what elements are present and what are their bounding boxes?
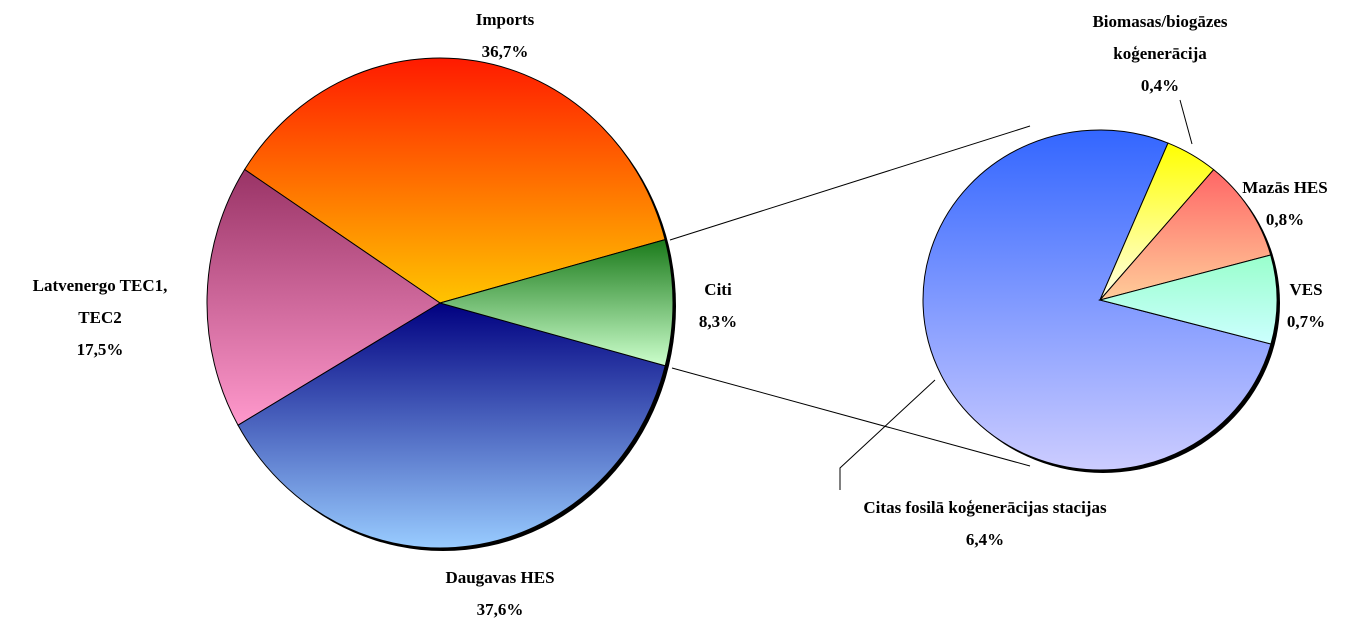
value-label: 6,4% [965,530,1005,549]
value-label: 17,5% [76,340,124,359]
connector-line [669,125,1031,241]
value-label: 8,3% [698,312,738,331]
slice-label: Daugavas HES 37,6% [400,562,600,626]
connector-line [671,367,1031,467]
pie-slice [1098,254,1278,345]
slice-label: VES 0,7% [1271,274,1341,338]
category-label: Biomasas/biogāzes koģenerācija [1092,12,1228,63]
category-label: Citas fosilā koģenerācijas stacijas [863,498,1107,517]
slice-label: Imports 36,7% [435,4,575,68]
leader-line [1179,99,1193,145]
category-label: Citi [704,280,732,299]
pie-slice [206,168,441,426]
slice-label: Mazās HES 0,8% [1225,172,1345,236]
category-label: Imports [475,10,535,29]
slice-label: Latvenergo TEC1, TEC2 17,5% [13,270,188,366]
value-label: 0,4% [1140,76,1180,95]
pie-slice [922,129,1272,471]
value-label: 0,7% [1286,312,1326,331]
category-label: Mazās HES [1242,178,1328,197]
pie-slice [438,238,674,367]
pie-slice [1098,168,1272,301]
slice-label: Biomasas/biogāzes koģenerācija 0,4% [1060,6,1260,102]
pie-slice [243,57,666,304]
slice-label: Citi 8,3% [678,274,758,338]
value-label: 37,6% [476,600,524,619]
slice-label: Citas fosilā koģenerācijas stacijas 6,4% [850,492,1120,556]
value-label: 36,7% [481,42,529,61]
category-label: VES [1289,280,1323,299]
category-label: Latvenergo TEC1, TEC2 [32,276,168,327]
category-label: Daugavas HES [445,568,555,587]
value-label: 0,8% [1265,210,1305,229]
pie-slice [237,302,666,549]
leader-line [839,379,936,490]
